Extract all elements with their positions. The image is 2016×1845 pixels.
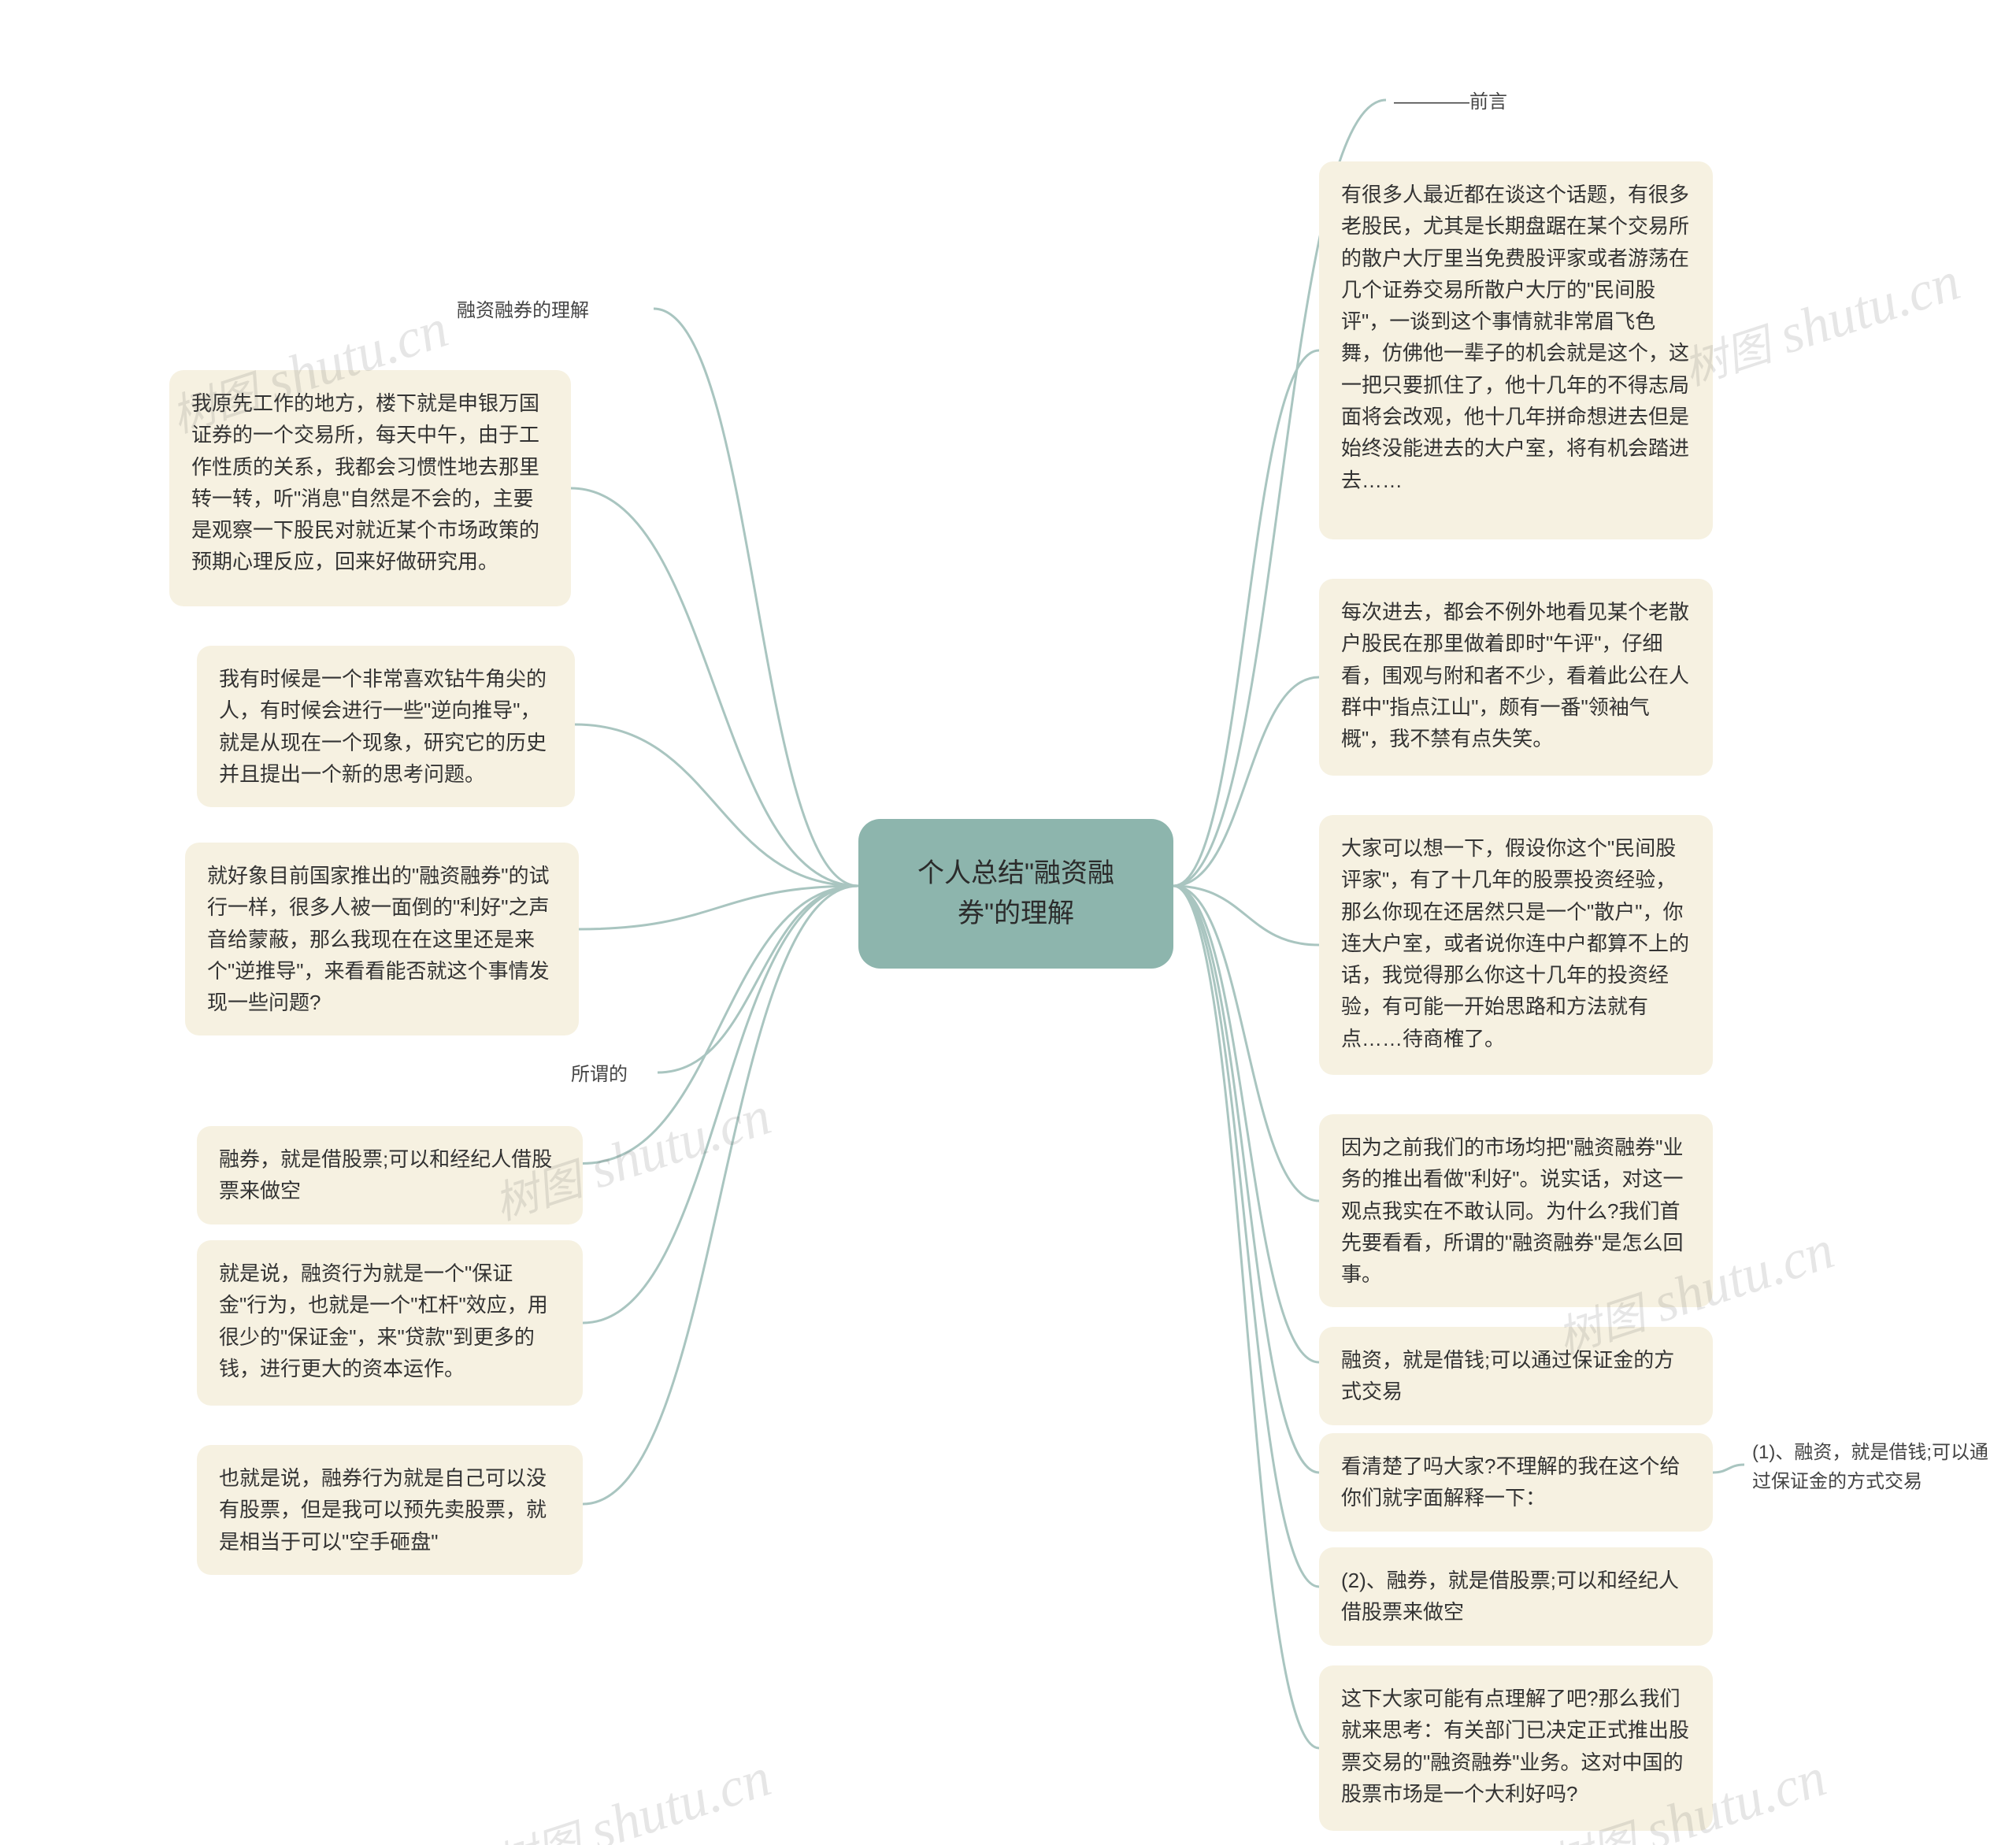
node-text: 所谓的 xyxy=(571,1064,628,1085)
mindmap-node: (1)、融资，就是借钱;可以通过保证金的方式交易 xyxy=(1744,1433,2012,1501)
mindmap-node: 所谓的 xyxy=(563,1055,658,1094)
node-text: 我原先工作的地方，楼下就是申银万国证券的一个交易所，每天中午，由于工作性质的关系… xyxy=(191,391,539,573)
node-text: 因为之前我们的市场均把"融资融券"业务的推出看做"利好"。说实话，对这一观点我实… xyxy=(1341,1136,1683,1286)
mindmap-node: 融券，就是借股票;可以和经纪人借股票来做空 xyxy=(197,1126,583,1224)
edge xyxy=(575,724,858,886)
edge xyxy=(658,886,858,1073)
mindmap-node: ————前言 xyxy=(1386,83,1559,121)
edge xyxy=(1173,886,1319,1587)
node-text: 有很多人最近都在谈这个话题，有很多老股民，尤其是长期盘踞在某个交易所的散户大厅里… xyxy=(1341,183,1689,492)
mindmap-node: 看清楚了吗大家?不理解的我在这个给你们就字面解释一下： xyxy=(1319,1433,1713,1532)
node-text: (1)、融资，就是借钱;可以通过保证金的方式交易 xyxy=(1752,1442,1988,1492)
node-text: 我有时候是一个非常喜欢钻牛角尖的人，有时候会进行一些"逆向推导"，就是从现在一个… xyxy=(219,667,547,786)
edge xyxy=(1173,886,1319,1201)
node-text: 融券，就是借股票;可以和经纪人借股票来做空 xyxy=(219,1147,552,1202)
mindmap-node: 这下大家可能有点理解了吧?那么我们就来思考：有关部门已决定正式推出股票交易的"融… xyxy=(1319,1665,1713,1831)
node-text: 就好象目前国家推出的"融资融券"的试行一样，很多人被一面倒的"利好"之声音给蒙蔽… xyxy=(207,864,549,1014)
mindmap-node: 融资，就是借钱;可以通过保证金的方式交易 xyxy=(1319,1327,1713,1425)
node-text: 这下大家可能有点理解了吧?那么我们就来思考：有关部门已决定正式推出股票交易的"融… xyxy=(1341,1687,1689,1806)
watermark: 树图 shutu.cn xyxy=(1674,249,1967,399)
edge xyxy=(583,886,858,1504)
root-node: 个人总结"融资融券"的理解 xyxy=(858,819,1173,969)
node-text: ————前言 xyxy=(1394,91,1507,113)
watermark: 树图 shutu.cn xyxy=(485,1745,778,1845)
mindmap-node: (2)、融券，就是借股票;可以和经纪人借股票来做空 xyxy=(1319,1547,1713,1646)
node-text: 就是说，融资行为就是一个"保证金"行为，也就是一个"杠杆"效应，用很少的"保证金… xyxy=(219,1261,548,1380)
edge xyxy=(583,886,858,1164)
mindmap-node: 融资融券的理解 xyxy=(449,291,654,330)
mindmap-node: 大家可以想一下，假设你这个"民间股评家"，有了十几年的股票投资经验，那么你现在还… xyxy=(1319,815,1713,1075)
node-text: 也就是说，融券行为就是自己可以没有股票，但是我可以预先卖股票，就是相当于可以"空… xyxy=(219,1466,547,1554)
mindmap-node: 我有时候是一个非常喜欢钻牛角尖的人，有时候会进行一些"逆向推导"，就是从现在一个… xyxy=(197,646,575,807)
mindmap-node: 我原先工作的地方，楼下就是申银万国证券的一个交易所，每天中午，由于工作性质的关系… xyxy=(169,370,571,606)
node-text: (2)、融券，就是借股票;可以和经纪人借股票来做空 xyxy=(1341,1569,1679,1624)
mindmap-node: 有很多人最近都在谈这个话题，有很多老股民，尤其是长期盘踞在某个交易所的散户大厅里… xyxy=(1319,161,1713,539)
edge xyxy=(1173,886,1319,1473)
root-text: 个人总结"融资融券"的理解 xyxy=(917,858,1114,928)
mindmap-node: 就是说，融资行为就是一个"保证金"行为，也就是一个"杠杆"效应，用很少的"保证金… xyxy=(197,1240,583,1406)
node-text: 每次进去，都会不例外地看见某个老散户股民在那里做着即时"午评"，仔细看，围观与附… xyxy=(1341,600,1689,750)
edge xyxy=(571,488,858,886)
node-text: 大家可以想一下，假设你这个"民间股评家"，有了十几年的股票投资经验，那么你现在还… xyxy=(1341,836,1689,1050)
edge xyxy=(579,886,858,929)
edge xyxy=(654,309,858,886)
mindmap-node: 因为之前我们的市场均把"融资融券"业务的推出看做"利好"。说实话，对这一观点我实… xyxy=(1319,1114,1713,1307)
node-text: 融资，就是借钱;可以通过保证金的方式交易 xyxy=(1341,1348,1674,1403)
edge xyxy=(1173,350,1319,886)
mindmap-node: 也就是说，融券行为就是自己可以没有股票，但是我可以预先卖股票，就是相当于可以"空… xyxy=(197,1445,583,1575)
mindmap-node: 每次进去，都会不例外地看见某个老散户股民在那里做着即时"午评"，仔细看，围观与附… xyxy=(1319,579,1713,776)
node-text: 看清楚了吗大家?不理解的我在这个给你们就字面解释一下： xyxy=(1341,1454,1680,1510)
edge xyxy=(1173,886,1319,1748)
edge xyxy=(1173,886,1319,1362)
mindmap-node: 就好象目前国家推出的"融资融券"的试行一样，很多人被一面倒的"利好"之声音给蒙蔽… xyxy=(185,843,579,1035)
edge xyxy=(583,886,858,1323)
edge xyxy=(1173,677,1319,886)
node-text: 融资融券的理解 xyxy=(457,300,589,321)
edge xyxy=(1713,1465,1744,1473)
edge xyxy=(1173,886,1319,945)
